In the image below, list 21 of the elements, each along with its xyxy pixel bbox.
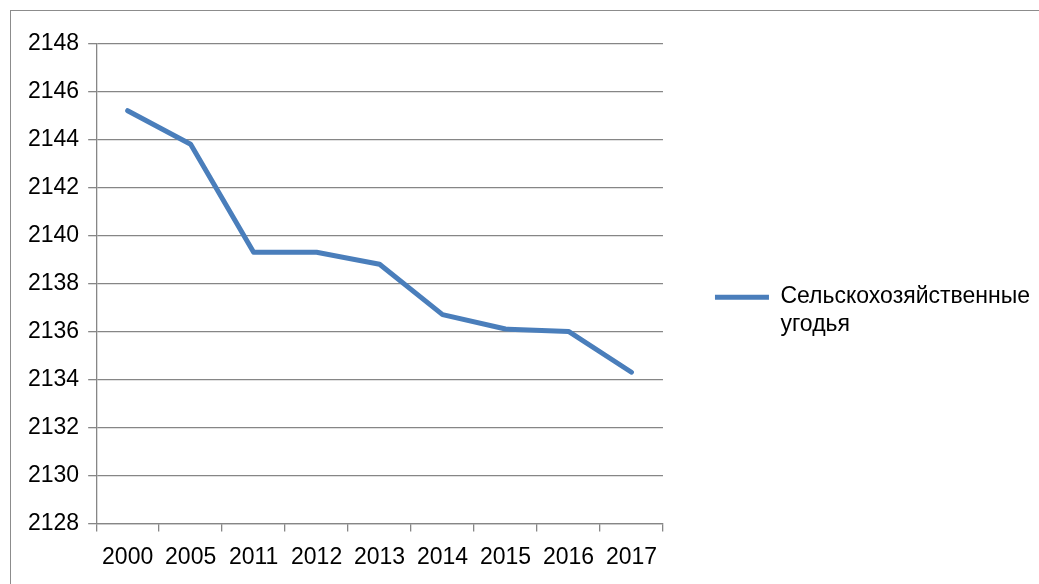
x-tick-label: 2000: [102, 542, 154, 569]
x-tick-label: 2014: [416, 542, 469, 569]
x-tick-label: 2013: [353, 542, 406, 569]
x-tick-label: 2015: [479, 542, 532, 569]
y-tick-label: 2148: [27, 28, 80, 55]
x-tick-label: 2016: [542, 542, 595, 569]
y-tick-label: 2140: [27, 220, 80, 247]
y-tick-label: 2142: [27, 172, 80, 199]
x-tick-label: 2005: [165, 542, 217, 569]
y-tick-label: 2144: [27, 124, 80, 151]
y-tick-label: 2128: [27, 508, 80, 535]
y-tick-label: 2146: [27, 76, 80, 103]
y-tick-label: 2134: [27, 364, 80, 391]
y-tick-label: 2136: [27, 316, 80, 343]
y-tick-label: 2130: [27, 460, 80, 487]
x-tick-label: 2012: [291, 542, 343, 569]
y-tick-label: 2138: [27, 268, 80, 295]
x-tick-label: 2011: [228, 542, 279, 569]
y-tick-label: 2132: [27, 412, 80, 439]
x-tick-label: 2017: [605, 542, 658, 569]
legend-label: Сельскохозяйственные угодья: [780, 282, 1030, 337]
